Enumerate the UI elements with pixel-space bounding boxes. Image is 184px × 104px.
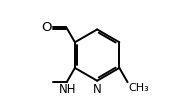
Text: O: O: [41, 21, 52, 34]
Text: N: N: [93, 83, 102, 96]
Text: NH: NH: [59, 83, 76, 96]
Text: CH₃: CH₃: [128, 83, 149, 93]
